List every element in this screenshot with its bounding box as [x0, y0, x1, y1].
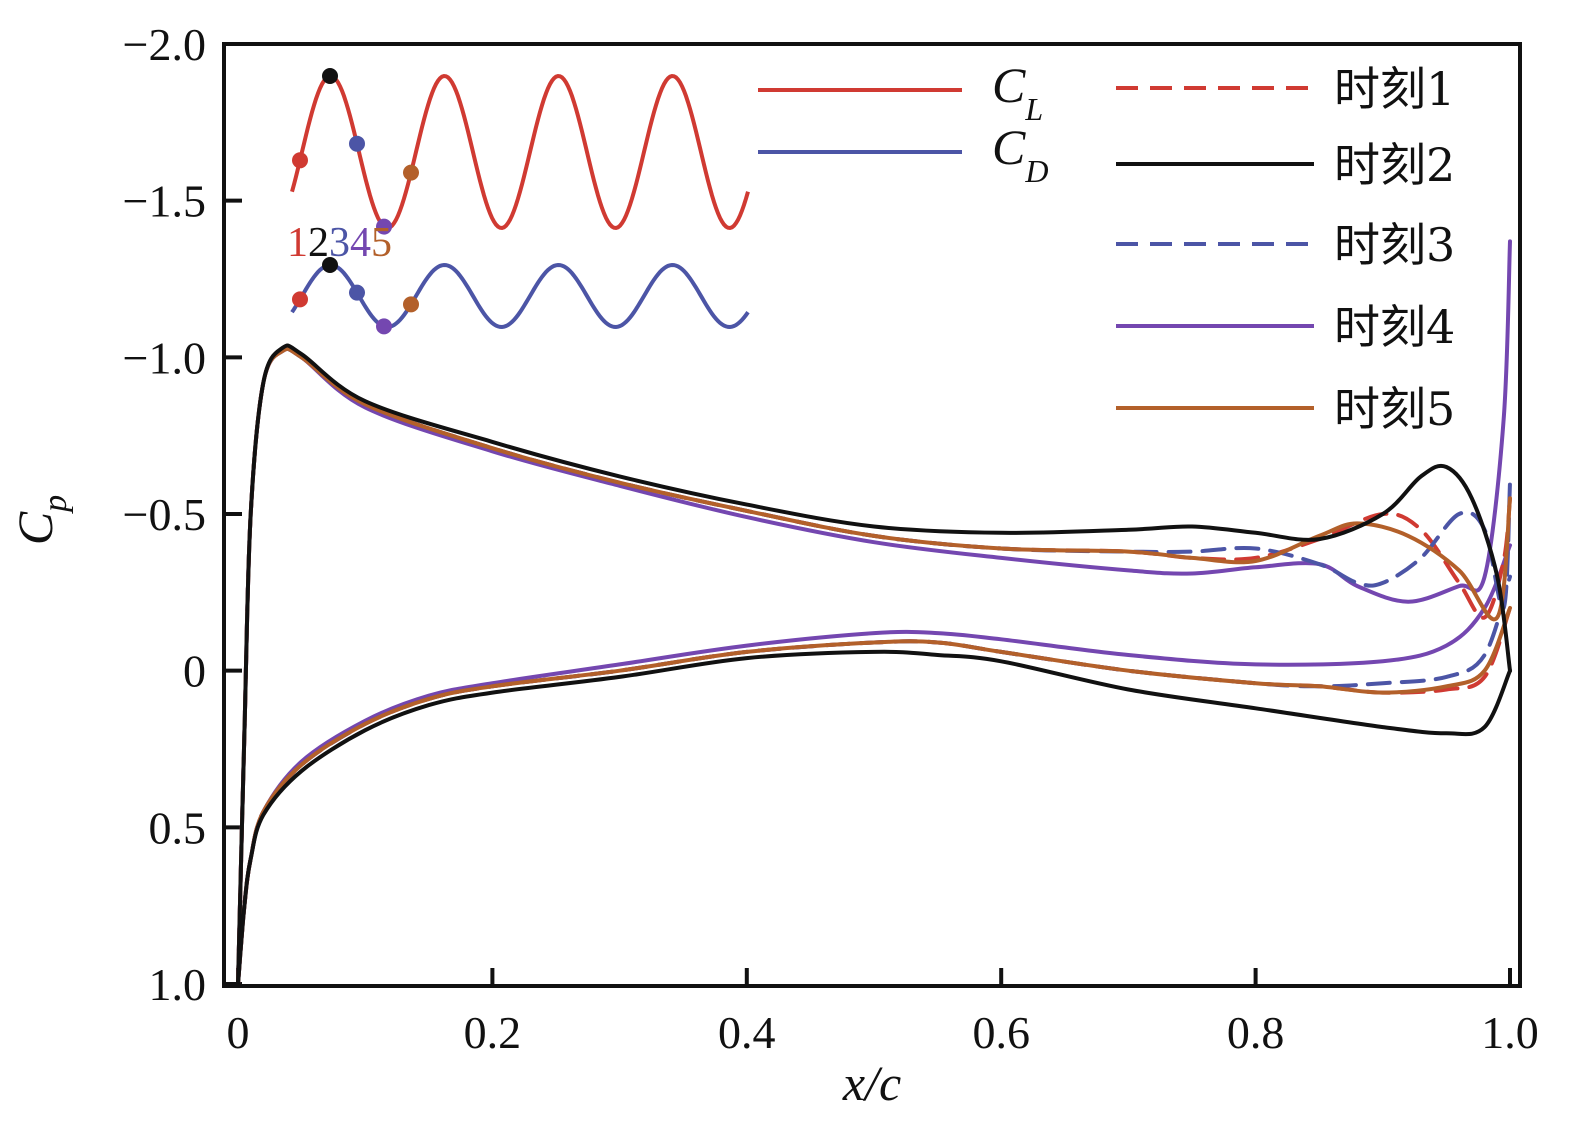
legend-label-moment-2: 时刻2 [1334, 138, 1455, 192]
legend-label-l: CL [992, 57, 1043, 127]
series-line-moment-4-lower [236, 543, 1512, 986]
inset-cd-point-4 [376, 318, 392, 335]
inset-cl-point-2 [322, 68, 338, 84]
inset-number-4: 4 [350, 220, 371, 266]
series-line-moment-2-lower [236, 649, 1512, 986]
series-line-moment-2-upper [236, 343, 1512, 986]
x-tick-label: 0.2 [464, 1007, 522, 1058]
y-tick-label: −1.5 [123, 176, 206, 227]
inset-cl-point-4 [376, 218, 392, 235]
inset-lift-drag-plot: 12345 [287, 68, 750, 335]
inset-cl-point-5 [403, 164, 419, 181]
inset-cl-curve [290, 73, 750, 231]
inset-number-5: 5 [371, 220, 392, 266]
x-tick-label: 0 [227, 1007, 250, 1058]
legend-label-moment-4: 时刻4 [1334, 300, 1455, 354]
x-tick-label: 1.0 [1481, 1007, 1539, 1058]
series-line-moment-4-upper [236, 239, 1512, 986]
y-axis-label-main: C [7, 511, 63, 545]
y-tick-label: 1.0 [149, 959, 207, 1010]
legend-label-moment-1: 时刻1 [1334, 62, 1455, 116]
legend-label-d: CD [992, 119, 1048, 189]
x-tick-label: 0.8 [1227, 1007, 1285, 1058]
inset-cl-point-3 [349, 135, 365, 152]
y-axis-label: Cp [7, 495, 74, 545]
inset-cd-point-3 [349, 284, 365, 301]
legend-label-moment-5: 时刻5 [1334, 382, 1455, 436]
x-tick-label: 0.4 [718, 1007, 776, 1058]
inset-cl-point-1 [292, 152, 308, 169]
inset-number-3: 3 [329, 220, 350, 266]
series-line-moment-3-lower [236, 574, 1512, 986]
inset-cd-point-5 [403, 296, 419, 313]
y-tick-label: −1.0 [123, 332, 206, 383]
svg-text:Cp: Cp [7, 495, 74, 545]
series-line-moment-5-lower [236, 606, 1512, 986]
legend-label-moment-3: 时刻3 [1334, 218, 1455, 272]
y-tick-label: −2.0 [123, 19, 206, 70]
series-group [236, 239, 1512, 986]
x-axis-label: x/c [842, 1055, 901, 1111]
inset-cd-point-2 [322, 257, 338, 273]
y-tick-label: −0.5 [123, 489, 206, 540]
inset-number-1: 1 [287, 220, 308, 266]
plot-frame [222, 42, 1522, 988]
y-tick-label: 0.5 [149, 802, 207, 853]
inset-point-numbers: 12345 [287, 220, 392, 266]
y-tick-label: 0 [183, 646, 206, 697]
inset-number-2: 2 [308, 220, 329, 266]
y-axis-label-sub: p [37, 495, 74, 514]
inset-cd-curve [290, 262, 750, 330]
x-tick-label: 0.6 [972, 1007, 1030, 1058]
inset-cd-point-1 [292, 291, 308, 308]
